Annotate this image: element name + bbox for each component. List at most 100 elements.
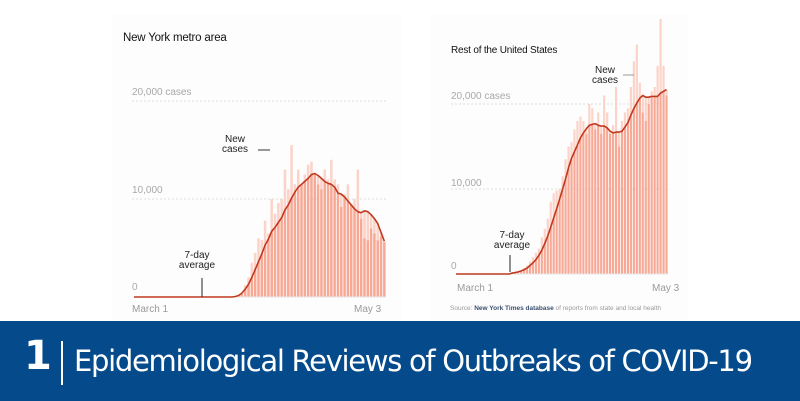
bar-new-cases	[662, 91, 665, 274]
bar-new-cases-excess	[543, 228, 546, 244]
bar-new-cases-excess	[561, 176, 564, 189]
bar-new-cases	[353, 208, 356, 297]
x-tick-label-start: March 1	[457, 283, 494, 294]
bar-new-cases	[647, 104, 650, 274]
annotation-7-day-average: 7-day average	[489, 231, 535, 251]
bar-new-cases-excess	[346, 184, 350, 201]
bar-average-gap	[320, 178, 323, 190]
bar-new-cases	[656, 96, 659, 274]
bar-new-cases	[250, 277, 254, 297]
bar-new-cases-excess	[588, 104, 591, 126]
bar-new-cases	[287, 204, 290, 297]
bar-new-cases	[585, 133, 588, 274]
bar-new-cases	[320, 189, 323, 297]
bar-new-cases-excess	[306, 164, 310, 179]
y-tick-label-20000: 20,000 cases	[451, 91, 511, 102]
bar-new-cases	[620, 131, 624, 274]
chart-title: New York metro area	[123, 32, 227, 44]
bar-new-cases-excess	[253, 252, 257, 270]
bar-new-cases	[623, 126, 627, 274]
bar-new-cases	[606, 127, 609, 274]
bar-new-cases	[369, 228, 373, 297]
bar-new-cases-excess	[570, 142, 573, 159]
bar-new-cases	[659, 92, 662, 274]
bar-new-cases-excess	[662, 65, 665, 92]
bar-new-cases	[359, 218, 363, 297]
bar-new-cases	[522, 269, 526, 274]
annotation-7-day-average: 7-day average	[174, 251, 220, 271]
y-tick-label-0: 0	[451, 261, 457, 272]
bar-average-gap	[617, 132, 621, 147]
bar-new-cases	[340, 206, 343, 297]
bar-new-cases-excess	[606, 112, 609, 128]
bar-new-cases-excess	[333, 179, 336, 188]
bar-new-cases-excess	[632, 61, 635, 109]
bar-new-cases-excess	[650, 91, 653, 97]
bar-new-cases	[306, 178, 310, 297]
bar-new-cases-excess	[629, 87, 632, 116]
bar-new-cases	[303, 181, 307, 297]
bar-new-cases	[376, 240, 379, 297]
bar-new-cases	[635, 103, 638, 275]
bar-new-cases	[543, 243, 546, 274]
bar-new-cases-excess	[623, 112, 627, 127]
y-tick-label-10000: 10,000	[132, 185, 163, 196]
bar-new-cases	[343, 197, 346, 297]
bar-new-cases-excess	[573, 129, 576, 152]
bar-new-cases	[552, 217, 555, 274]
bar-new-cases	[310, 174, 313, 297]
annotation-text: New cases	[591, 65, 619, 86]
bar-new-cases	[558, 199, 561, 274]
bar-new-cases	[243, 289, 247, 297]
bar-new-cases-excess	[564, 159, 567, 179]
bar-average-gap	[644, 97, 647, 121]
bar-new-cases	[373, 233, 376, 297]
bar-average-gap	[641, 95, 644, 113]
bar-new-cases	[614, 132, 618, 274]
bar-new-cases	[626, 122, 630, 274]
banner-title: Epidemiological Reviews of Outbreaks of …	[74, 344, 753, 378]
bar-new-cases-excess	[525, 265, 529, 269]
bar-average-gap	[366, 211, 370, 241]
bar-average-gap	[585, 128, 588, 134]
bar-new-cases-excess	[257, 238, 260, 262]
bar-new-cases-excess	[287, 189, 290, 205]
bar-new-cases	[379, 236, 383, 297]
bar-average-gap	[600, 126, 603, 134]
bar-new-cases-excess	[620, 121, 624, 132]
annotation-text: 7-day average	[178, 250, 216, 271]
bar-new-cases	[346, 200, 350, 297]
bar-new-cases	[383, 242, 386, 297]
rest-of-us-chart	[451, 19, 668, 275]
line-7-day-average	[134, 172, 386, 298]
source-note: Source: New York Times database of repor…	[450, 305, 661, 312]
bar-new-cases-excess	[296, 169, 300, 188]
bar-new-cases-excess	[531, 257, 535, 263]
bar-new-cases	[600, 133, 603, 274]
ny-metro-chart	[132, 100, 386, 298]
bar-new-cases-excess	[579, 116, 582, 138]
chart-title: Rest of the United States	[451, 45, 558, 56]
bar-new-cases	[283, 209, 287, 297]
bar-new-cases-excess	[603, 95, 606, 127]
bar-new-cases-excess	[635, 44, 638, 104]
bar-new-cases-excess	[336, 184, 340, 194]
annotation-new-cases: New cases	[218, 135, 252, 155]
bar-new-cases	[300, 184, 303, 297]
bar-new-cases	[356, 211, 360, 297]
bar-new-cases-excess	[555, 190, 558, 209]
bar-new-cases-excess	[330, 159, 333, 185]
bar-new-cases-excess	[591, 108, 594, 125]
bar-new-cases-excess	[567, 146, 570, 168]
bar-new-cases	[591, 124, 594, 275]
bar-new-cases	[582, 132, 585, 274]
bar-new-cases	[629, 115, 632, 274]
bar-new-cases	[326, 183, 330, 297]
bar-new-cases-excess	[540, 237, 543, 251]
bar-new-cases	[270, 231, 273, 297]
bar-new-cases-excess	[552, 193, 555, 218]
source-link[interactable]: New York Times database	[474, 305, 554, 312]
bar-average-gap	[594, 123, 597, 130]
bar-new-cases-excess	[659, 19, 662, 93]
bar-new-cases-excess	[626, 108, 630, 123]
